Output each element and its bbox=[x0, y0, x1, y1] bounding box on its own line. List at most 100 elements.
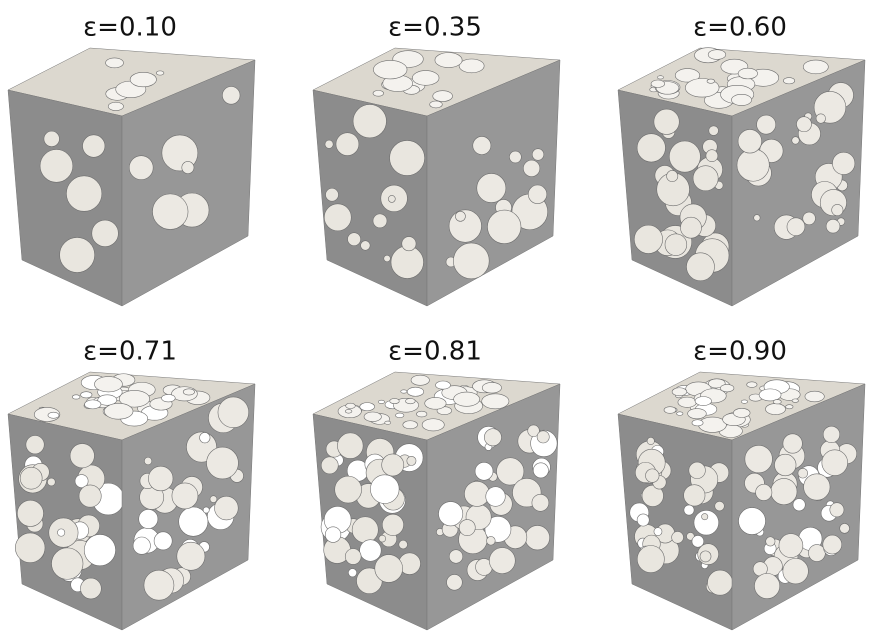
pore bbox=[74, 474, 89, 488]
pore bbox=[405, 398, 416, 405]
pore bbox=[707, 49, 727, 60]
pore bbox=[78, 484, 102, 508]
cube bbox=[7, 47, 256, 307]
pore bbox=[372, 90, 384, 97]
pore bbox=[47, 477, 56, 487]
pore bbox=[359, 539, 382, 562]
pore bbox=[804, 390, 825, 403]
pore bbox=[324, 139, 334, 149]
pore bbox=[731, 94, 752, 106]
cube bbox=[312, 371, 561, 631]
pore bbox=[128, 155, 154, 180]
pore bbox=[82, 134, 106, 158]
pore bbox=[765, 536, 776, 547]
pore bbox=[691, 535, 705, 548]
pore bbox=[772, 399, 782, 405]
pore bbox=[714, 500, 725, 512]
pore bbox=[406, 386, 424, 397]
pore bbox=[481, 393, 510, 410]
pore bbox=[472, 136, 492, 155]
pore bbox=[388, 195, 396, 203]
pore bbox=[653, 527, 663, 536]
pore bbox=[410, 374, 430, 386]
pore bbox=[129, 72, 157, 88]
pore bbox=[402, 420, 418, 430]
pore bbox=[677, 396, 697, 408]
cube bbox=[7, 371, 256, 631]
pore bbox=[774, 453, 797, 477]
pore bbox=[438, 501, 464, 527]
pore bbox=[323, 203, 352, 232]
pore bbox=[345, 402, 356, 409]
pore bbox=[395, 412, 405, 418]
pore bbox=[347, 232, 361, 247]
pore bbox=[91, 219, 119, 247]
panel-label: ε=0.10 bbox=[83, 13, 177, 43]
pore bbox=[687, 408, 707, 420]
pore bbox=[808, 544, 826, 562]
pore bbox=[803, 473, 831, 501]
pore bbox=[360, 240, 371, 251]
pore bbox=[636, 133, 666, 163]
pore bbox=[636, 545, 665, 573]
pore bbox=[416, 410, 428, 418]
pore bbox=[653, 108, 680, 135]
pore bbox=[536, 430, 550, 444]
pore bbox=[202, 506, 210, 514]
panel-label: ε=0.35 bbox=[388, 13, 482, 43]
pore bbox=[71, 394, 81, 400]
pore bbox=[531, 494, 550, 512]
pore bbox=[59, 237, 95, 273]
pore bbox=[509, 150, 522, 164]
pore bbox=[325, 187, 339, 202]
pore bbox=[363, 411, 382, 422]
pore bbox=[359, 402, 375, 412]
pore bbox=[107, 101, 124, 111]
pore bbox=[701, 513, 709, 521]
pore bbox=[778, 533, 804, 558]
pore bbox=[378, 534, 387, 543]
pore bbox=[496, 457, 525, 486]
pore bbox=[206, 446, 239, 480]
pore bbox=[47, 411, 60, 419]
pore bbox=[755, 483, 773, 501]
pore bbox=[373, 60, 408, 80]
pore bbox=[80, 577, 102, 600]
pore bbox=[797, 468, 809, 479]
pore bbox=[821, 449, 848, 476]
pore bbox=[199, 432, 211, 444]
pore bbox=[832, 151, 856, 175]
pore bbox=[674, 68, 701, 83]
pore bbox=[474, 462, 494, 481]
pore bbox=[733, 408, 751, 418]
pore bbox=[214, 495, 239, 521]
pore bbox=[523, 159, 541, 177]
cube bbox=[617, 371, 866, 631]
pore bbox=[524, 525, 550, 551]
pore bbox=[348, 568, 358, 578]
pore bbox=[706, 78, 715, 84]
pore bbox=[481, 382, 502, 394]
pore bbox=[15, 532, 46, 563]
pore bbox=[683, 504, 695, 516]
pore bbox=[458, 58, 485, 74]
pore bbox=[829, 502, 845, 518]
pore bbox=[153, 531, 173, 551]
pore bbox=[176, 541, 206, 571]
pore bbox=[152, 193, 189, 230]
pore bbox=[400, 389, 408, 394]
pore bbox=[458, 519, 476, 536]
pore bbox=[84, 399, 102, 410]
pore bbox=[738, 507, 766, 535]
pore bbox=[344, 548, 362, 565]
pore bbox=[448, 549, 464, 564]
pore bbox=[485, 486, 506, 507]
pore bbox=[705, 149, 719, 162]
pore bbox=[453, 391, 480, 407]
cube-face bbox=[7, 89, 123, 307]
pore bbox=[720, 384, 735, 393]
pore bbox=[16, 499, 44, 527]
pore bbox=[374, 554, 403, 583]
